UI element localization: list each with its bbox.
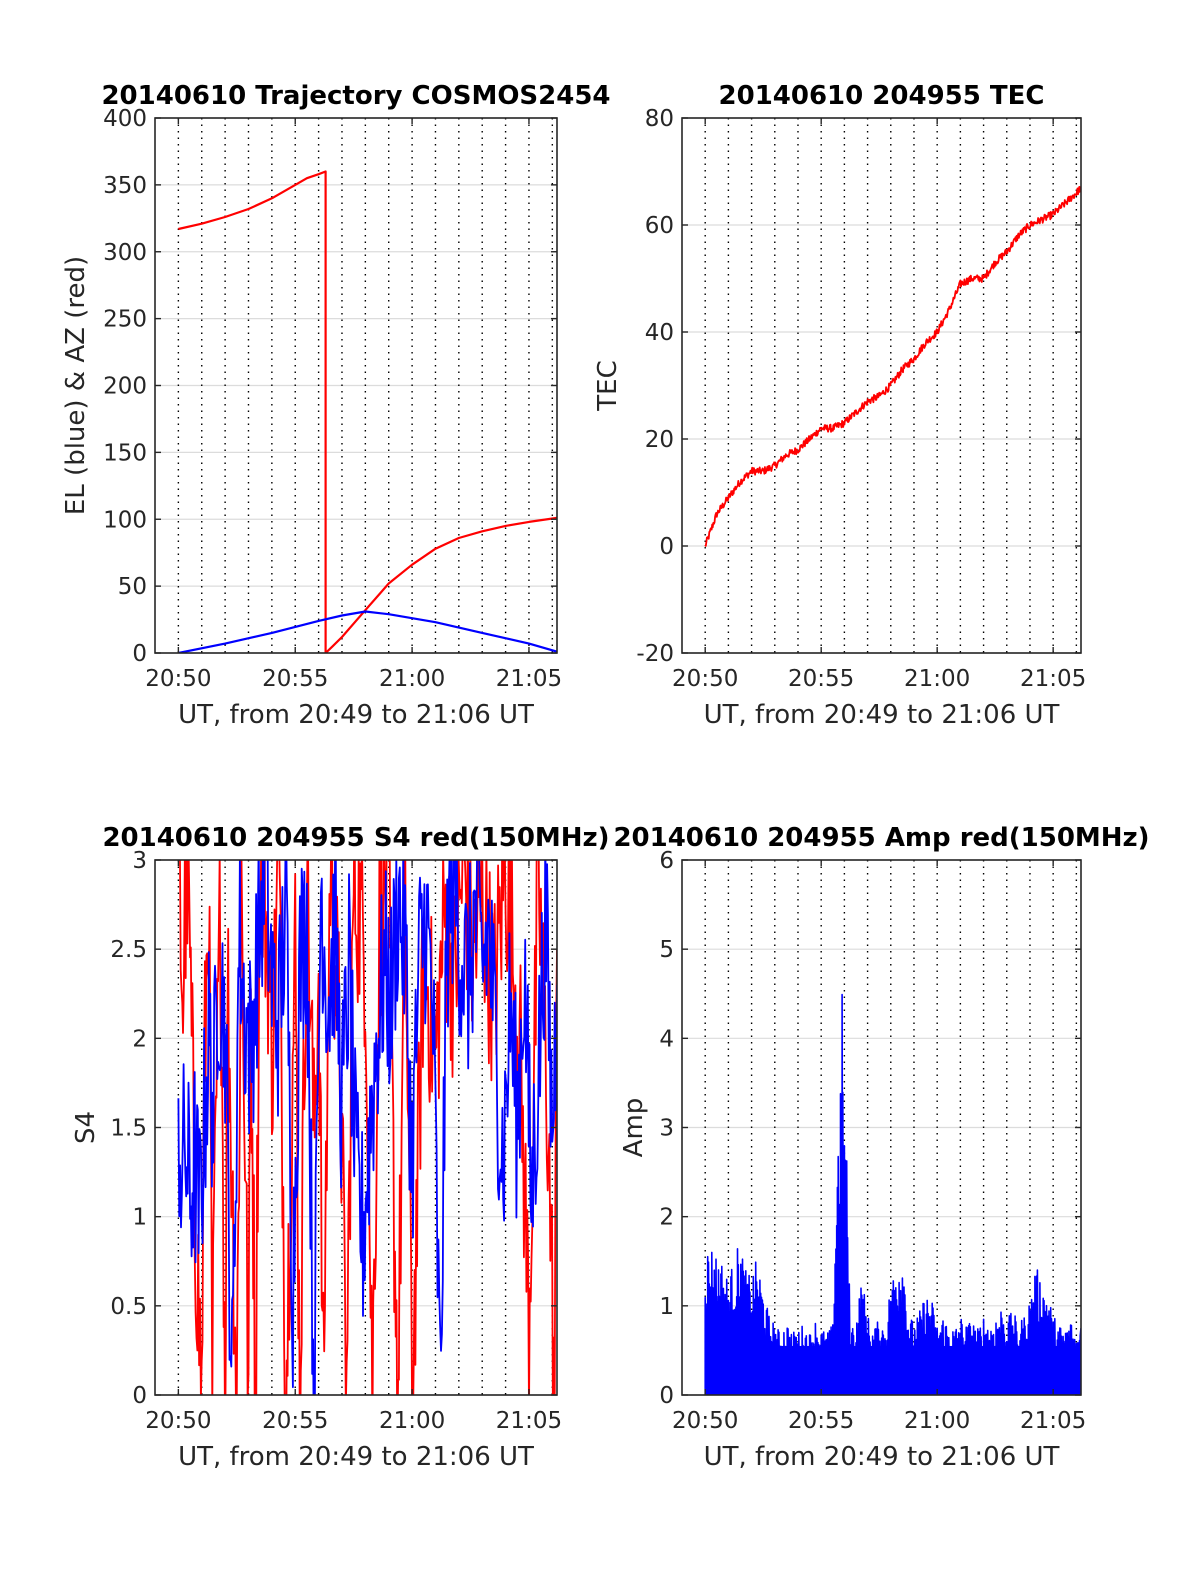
y-tick-label: -20 (636, 641, 674, 667)
y-tick-label: 2 (659, 1205, 674, 1231)
y-tick-label: 0.5 (110, 1294, 147, 1320)
y-tick-label: 5 (659, 937, 674, 963)
y-tick-label: 400 (103, 106, 147, 132)
y-tick-label: 2 (132, 1026, 147, 1052)
x-tick-label: 21:05 (496, 1408, 562, 1434)
y-tick-label: 100 (103, 507, 147, 533)
y-tick-label: 1 (132, 1205, 147, 1231)
plot-area (682, 118, 1081, 653)
series-line-1 (704, 186, 1081, 547)
x-tick-label: 20:50 (672, 666, 738, 692)
y-tick-label: 0 (132, 1383, 147, 1409)
series-line-2 (178, 610, 557, 653)
x-tick-label: 21:00 (904, 666, 970, 692)
y-tick-label: 2.5 (110, 937, 147, 963)
x-tick-label: 21:00 (904, 1408, 970, 1434)
chart-amp: 0 1 2 3 4 5 6 20:50 20:55 21:00 21:05 20140610 2049… (613, 823, 1149, 1472)
amp-floor (705, 1345, 1081, 1395)
y-tick-label: 0 (659, 534, 674, 560)
y-tick-label: 0 (132, 641, 147, 667)
y-tick-label: 6 (659, 848, 674, 874)
x-tick-label: 21:00 (379, 1408, 445, 1434)
x-tick-label: 20:55 (788, 666, 854, 692)
y-tick-label: 3 (659, 1116, 674, 1142)
y-tick-label: 1 (659, 1294, 674, 1320)
y-tick-label: 20 (645, 427, 674, 453)
series-group (177, 860, 557, 1395)
y-axis-label: S4 (71, 1111, 101, 1144)
x-tick-label: 21:05 (1020, 666, 1086, 692)
y-tick-label: 40 (645, 320, 674, 346)
y-tick-label: 300 (103, 240, 147, 266)
x-axis-label: UT, from 20:49 to 21:06 UT (704, 700, 1060, 730)
y-tick-label: 80 (645, 106, 674, 132)
y-tick-label: 3 (132, 848, 147, 874)
chart-s4: 0 0.5 1 1.5 2 2.5 3 20:50 20:55 21:00 21:05 2014061… (71, 823, 610, 1472)
chart-title: 20140610 204955 Amp red(150MHz) (613, 823, 1149, 853)
x-tick-label: 21:05 (496, 666, 562, 692)
series-group (704, 993, 1081, 1395)
y-tick-label: 200 (103, 374, 147, 400)
y-tick-label: 60 (645, 213, 674, 239)
chart-title: 20140610 204955 S4 red(150MHz) (102, 823, 609, 853)
x-tick-label: 20:55 (262, 1408, 328, 1434)
y-tick-label: 1.5 (110, 1116, 147, 1142)
x-tick-label: 20:50 (672, 1408, 738, 1434)
y-tick-label: 4 (659, 1026, 674, 1052)
series-line-2 (177, 860, 557, 1395)
chart-title: 20140610 204955 TEC (719, 81, 1045, 111)
y-tick-label: 150 (103, 440, 147, 466)
y-tick-label: 50 (118, 574, 147, 600)
chart-trajectory: 0 50 100 150 200 250 300 350 400 20:50 20:55 21:00 2… (61, 81, 611, 730)
x-tick-label: 20:55 (788, 1408, 854, 1434)
x-tick-label: 20:50 (145, 1408, 211, 1434)
y-axis-label: EL (blue) & AZ (red) (61, 256, 91, 515)
series-group (704, 186, 1081, 547)
y-tick-label: 350 (103, 173, 147, 199)
x-axis-label: UT, from 20:49 to 21:06 UT (178, 1442, 534, 1472)
y-axis-label: Amp (619, 1098, 649, 1158)
axes-box (681, 117, 1082, 654)
y-axis-label: TEC (593, 360, 623, 411)
x-tick-label: 21:00 (379, 666, 445, 692)
chart-tec: -20 0 20 40 60 80 20:50 20:55 21:00 21:05 20140610… (593, 81, 1086, 730)
chart-title: 20140610 Trajectory COSMOS2454 (101, 81, 610, 111)
series-group (178, 170, 557, 653)
x-tick-label: 20:50 (145, 666, 211, 692)
x-axis-label: UT, from 20:49 to 21:06 UT (704, 1442, 1060, 1472)
x-axis-label: UT, from 20:49 to 21:06 UT (178, 700, 534, 730)
x-tick-label: 21:05 (1020, 1408, 1086, 1434)
x-tick-label: 20:55 (262, 666, 328, 692)
y-tick-label: 250 (103, 307, 147, 333)
series-line-1 (178, 170, 557, 653)
y-tick-label: 0 (659, 1383, 674, 1409)
